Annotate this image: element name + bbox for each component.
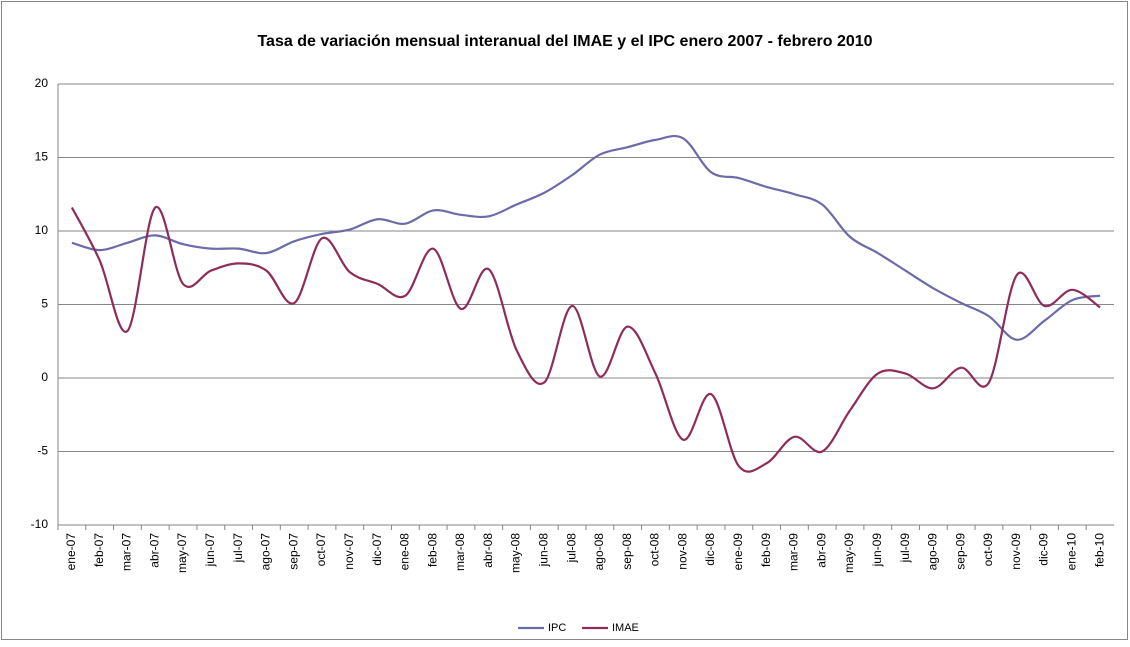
y-tick-label: 5 xyxy=(41,297,48,311)
x-tick-label: jul-07 xyxy=(231,533,245,564)
series-line xyxy=(71,134,1101,341)
x-tick-label: oct-09 xyxy=(981,533,995,567)
y-tick-label: 0 xyxy=(41,370,48,384)
y-tick-label: -10 xyxy=(31,517,49,531)
x-tick-label: dic-09 xyxy=(1037,533,1051,566)
x-tick-label: feb-08 xyxy=(425,533,439,567)
x-tick-label: jun-09 xyxy=(870,533,884,568)
x-tick-label: oct-07 xyxy=(314,533,328,567)
x-tick-label: nov-07 xyxy=(342,533,356,570)
x-tick-label: jun-07 xyxy=(203,533,217,568)
y-tick-label: 20 xyxy=(35,76,49,90)
y-tick-label: 10 xyxy=(35,223,49,237)
legend-label: IPC xyxy=(548,622,566,634)
x-tick-label: oct-08 xyxy=(648,533,662,567)
x-tick-label: may-07 xyxy=(175,533,189,573)
x-tick-label: may-08 xyxy=(509,533,523,573)
chart-title: Tasa de variación mensual interanual del… xyxy=(257,33,872,50)
x-tick-label: sep-07 xyxy=(286,533,300,570)
x-tick-label: jul-09 xyxy=(898,533,912,564)
x-tick-label: dic-08 xyxy=(703,533,717,566)
y-tick-label: -5 xyxy=(37,444,48,458)
x-tick-label: sep-09 xyxy=(953,533,967,570)
x-tick-label: feb-09 xyxy=(759,533,773,567)
x-tick-label: dic-07 xyxy=(370,533,384,566)
x-tick-label: mar-09 xyxy=(787,533,801,571)
x-tick-label: sep-08 xyxy=(620,533,634,570)
x-tick-label: jul-08 xyxy=(564,533,578,564)
x-tick-label: may-09 xyxy=(842,533,856,573)
x-tick-label: mar-07 xyxy=(120,533,134,571)
y-tick-label: 15 xyxy=(35,150,49,164)
x-tick-label: ene-10 xyxy=(1064,533,1078,571)
legend-label: IMAE xyxy=(612,622,639,634)
x-tick-label: mar-08 xyxy=(453,533,467,571)
x-tick-label: abr-08 xyxy=(481,533,495,568)
x-tick-label: nov-09 xyxy=(1009,533,1023,570)
x-tick-label: ago-09 xyxy=(926,533,940,571)
series-line xyxy=(70,206,1101,473)
x-tick-label: feb-07 xyxy=(92,533,106,567)
x-tick-label: ago-08 xyxy=(592,533,606,571)
x-tick-label: nov-08 xyxy=(675,533,689,570)
x-tick-label: jun-08 xyxy=(536,533,550,568)
x-tick-label: ene-08 xyxy=(398,533,412,571)
x-tick-label: ago-07 xyxy=(259,533,273,571)
x-tick-label: abr-09 xyxy=(814,533,828,568)
x-tick-label: feb-10 xyxy=(1092,533,1106,567)
x-tick-label: abr-07 xyxy=(147,533,161,568)
x-tick-label: ene-07 xyxy=(64,533,78,571)
x-tick-label: ene-09 xyxy=(731,533,745,571)
